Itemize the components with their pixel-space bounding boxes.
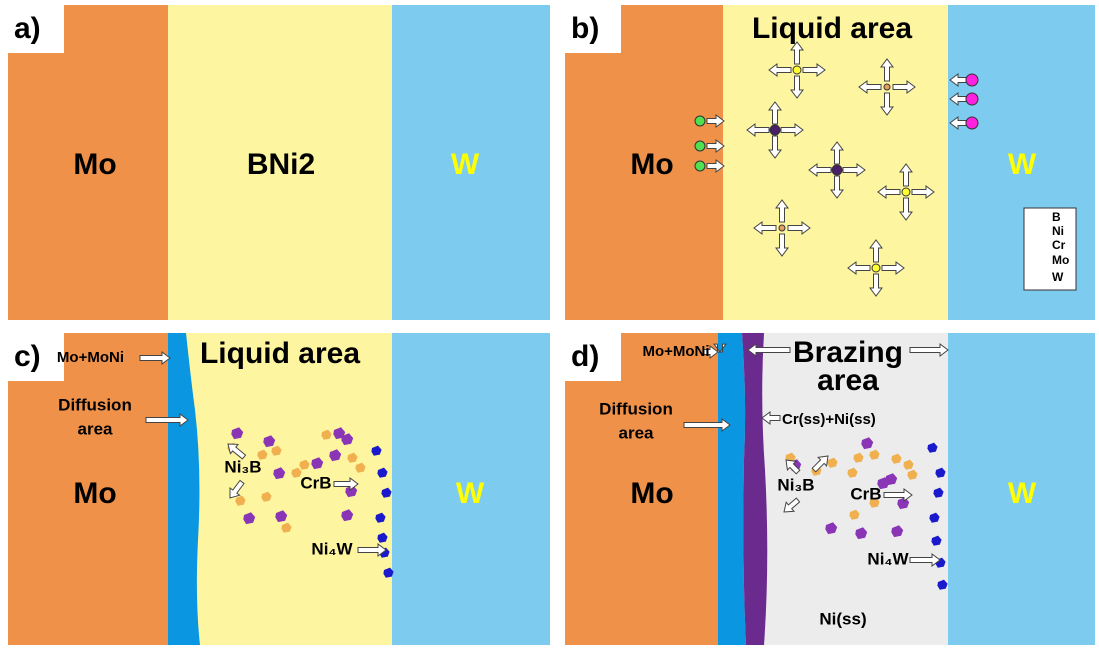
legend-box — [1024, 208, 1076, 290]
annotation: Ni(ss) — [819, 609, 866, 628]
liquid-region — [168, 333, 392, 645]
w-atom — [966, 93, 978, 105]
legend-label: Ni — [1052, 224, 1064, 238]
region-label: Mo — [73, 148, 116, 181]
annotation: Ni₃B — [777, 475, 814, 494]
mo-atom — [695, 141, 705, 151]
legend-label: W — [1052, 270, 1064, 284]
panel-label: b) — [571, 12, 599, 45]
mo-atom — [695, 161, 705, 171]
region-label: W — [451, 148, 480, 181]
region-label: Mo — [73, 477, 116, 510]
legend-label: B — [1052, 210, 1061, 224]
annotation: area — [78, 419, 114, 438]
annotation: Mo+MoNi — [57, 349, 124, 366]
annotation: CrB — [300, 473, 331, 492]
atom — [884, 84, 890, 90]
panel-label: d) — [571, 340, 599, 373]
annotation: Mo+MoNi — [642, 343, 709, 360]
panel-label: a) — [14, 12, 41, 45]
panel-title: area — [817, 364, 879, 397]
legend-label: Mo — [1052, 253, 1069, 267]
diffusion-layer — [718, 333, 746, 645]
region-label: Mo — [630, 477, 673, 510]
annotation: Ni₃B — [224, 457, 261, 476]
atom — [770, 125, 780, 135]
region-label: W — [1008, 148, 1037, 181]
annotation: area — [619, 423, 655, 442]
w-atom — [966, 117, 978, 129]
atom — [902, 188, 910, 196]
atom — [872, 264, 880, 272]
region-label: Mo — [630, 148, 673, 181]
atom — [793, 66, 801, 74]
w-atom — [966, 74, 978, 86]
annotation: Cr(ss)+Ni(ss) — [782, 411, 876, 428]
legend-label: Cr — [1052, 238, 1066, 252]
region-label: W — [1008, 477, 1037, 510]
figure: a) b) c) d) Mo BNi2 W Liquid area Mo W B… — [0, 0, 1099, 648]
region-label: W — [456, 477, 485, 510]
atom — [832, 165, 842, 175]
annotation: CrB — [850, 484, 881, 503]
annotation: Diffusion — [58, 395, 132, 414]
annotation: Ni₄W — [311, 539, 353, 558]
annotation: Diffusion — [599, 399, 673, 418]
mo-atom — [695, 116, 705, 126]
panel-title: Liquid area — [752, 12, 912, 45]
annotation: Ni₄W — [867, 549, 909, 568]
panel-label: c) — [14, 340, 41, 373]
panel-title: Liquid area — [200, 337, 360, 370]
region-label: BNi2 — [247, 148, 315, 181]
atom — [779, 225, 785, 231]
